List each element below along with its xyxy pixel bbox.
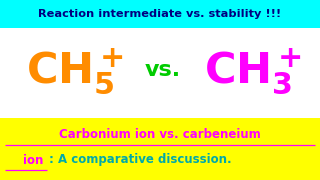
- Text: $\mathbf{CH_5^+}$: $\mathbf{CH_5^+}$: [26, 47, 124, 97]
- Text: $\mathbf{CH_3^+}$: $\mathbf{CH_3^+}$: [204, 47, 302, 97]
- FancyBboxPatch shape: [0, 0, 320, 28]
- Text: Reaction intermediate vs. stability !!!: Reaction intermediate vs. stability !!!: [38, 9, 282, 19]
- Text: ion: ion: [23, 154, 44, 166]
- Text: vs.: vs.: [145, 60, 181, 80]
- FancyBboxPatch shape: [0, 118, 320, 180]
- Text: : A comparative discussion.: : A comparative discussion.: [49, 154, 232, 166]
- Text: Carbonium ion vs. carbeneium: Carbonium ion vs. carbeneium: [59, 127, 261, 141]
